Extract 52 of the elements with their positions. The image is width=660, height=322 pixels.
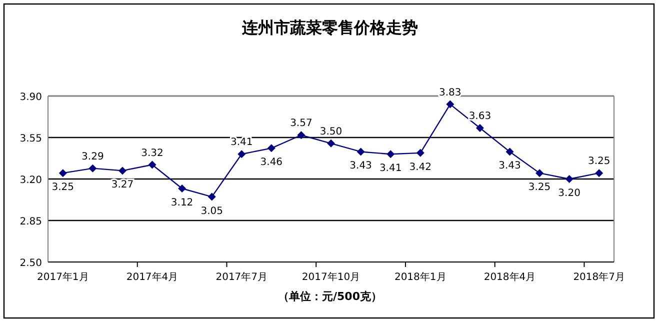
- data-label: 3.25: [588, 156, 610, 168]
- data-label: 3.20: [558, 188, 580, 199]
- data-label: 3.25: [528, 182, 551, 194]
- data-label: 3.05: [200, 206, 223, 217]
- point: [88, 164, 97, 172]
- data-label: 3.43: [350, 160, 372, 172]
- x-tick-label: 2017年7月: [216, 271, 268, 283]
- data-label: 3.83: [439, 87, 462, 98]
- point: [238, 150, 246, 158]
- y-tick-label: 2.85: [20, 216, 42, 228]
- point: [386, 150, 395, 158]
- x-tick-label: 2017年1月: [36, 271, 89, 283]
- data-label: 3.57: [290, 118, 312, 130]
- point: [267, 144, 276, 152]
- point: [595, 169, 604, 178]
- point: [476, 124, 484, 132]
- chart-title: 连州市蔬菜零售价格走势: [241, 18, 418, 37]
- x-tick-label: 2018年7月: [573, 271, 626, 283]
- point: [356, 148, 365, 156]
- data-label: 3.42: [409, 162, 432, 173]
- data-label: 3.25: [52, 182, 74, 194]
- y-tick-label: 3.55: [20, 134, 42, 144]
- data-label: 3.29: [82, 151, 104, 162]
- point: [536, 169, 544, 178]
- point: [58, 169, 67, 178]
- point: [178, 184, 186, 192]
- point: [416, 148, 424, 157]
- data-label: 3.32: [141, 148, 164, 159]
- point: [297, 131, 306, 140]
- data-label: 3.41: [230, 137, 253, 148]
- point: [446, 100, 454, 108]
- point: [506, 148, 514, 156]
- point: [148, 160, 156, 169]
- y-tick-label: 2.50: [20, 258, 42, 269]
- data-label: 3.43: [498, 160, 521, 172]
- point: [118, 166, 126, 175]
- x-tick-label: 2017年4月: [126, 271, 178, 283]
- x-tick-label: 2018年4月: [484, 271, 536, 283]
- data-label: 3.46: [260, 157, 283, 168]
- y-tick-label: 3.90: [20, 92, 42, 103]
- data-label: 3.50: [320, 126, 342, 138]
- x-tick-label: 2018年1月: [394, 271, 446, 283]
- x-tick-label: 2017年10月: [302, 271, 360, 283]
- data-label: 3.27: [111, 180, 134, 191]
- point: [565, 175, 574, 183]
- data-label: 3.63: [468, 111, 492, 122]
- x-axis-title: （单位：元/500克）: [278, 290, 382, 303]
- point: [208, 192, 216, 201]
- y-tick-label: 3.20: [20, 175, 42, 186]
- data-label: 3.41: [379, 163, 402, 174]
- data-label: 3.12: [170, 197, 194, 208]
- point: [327, 139, 335, 148]
